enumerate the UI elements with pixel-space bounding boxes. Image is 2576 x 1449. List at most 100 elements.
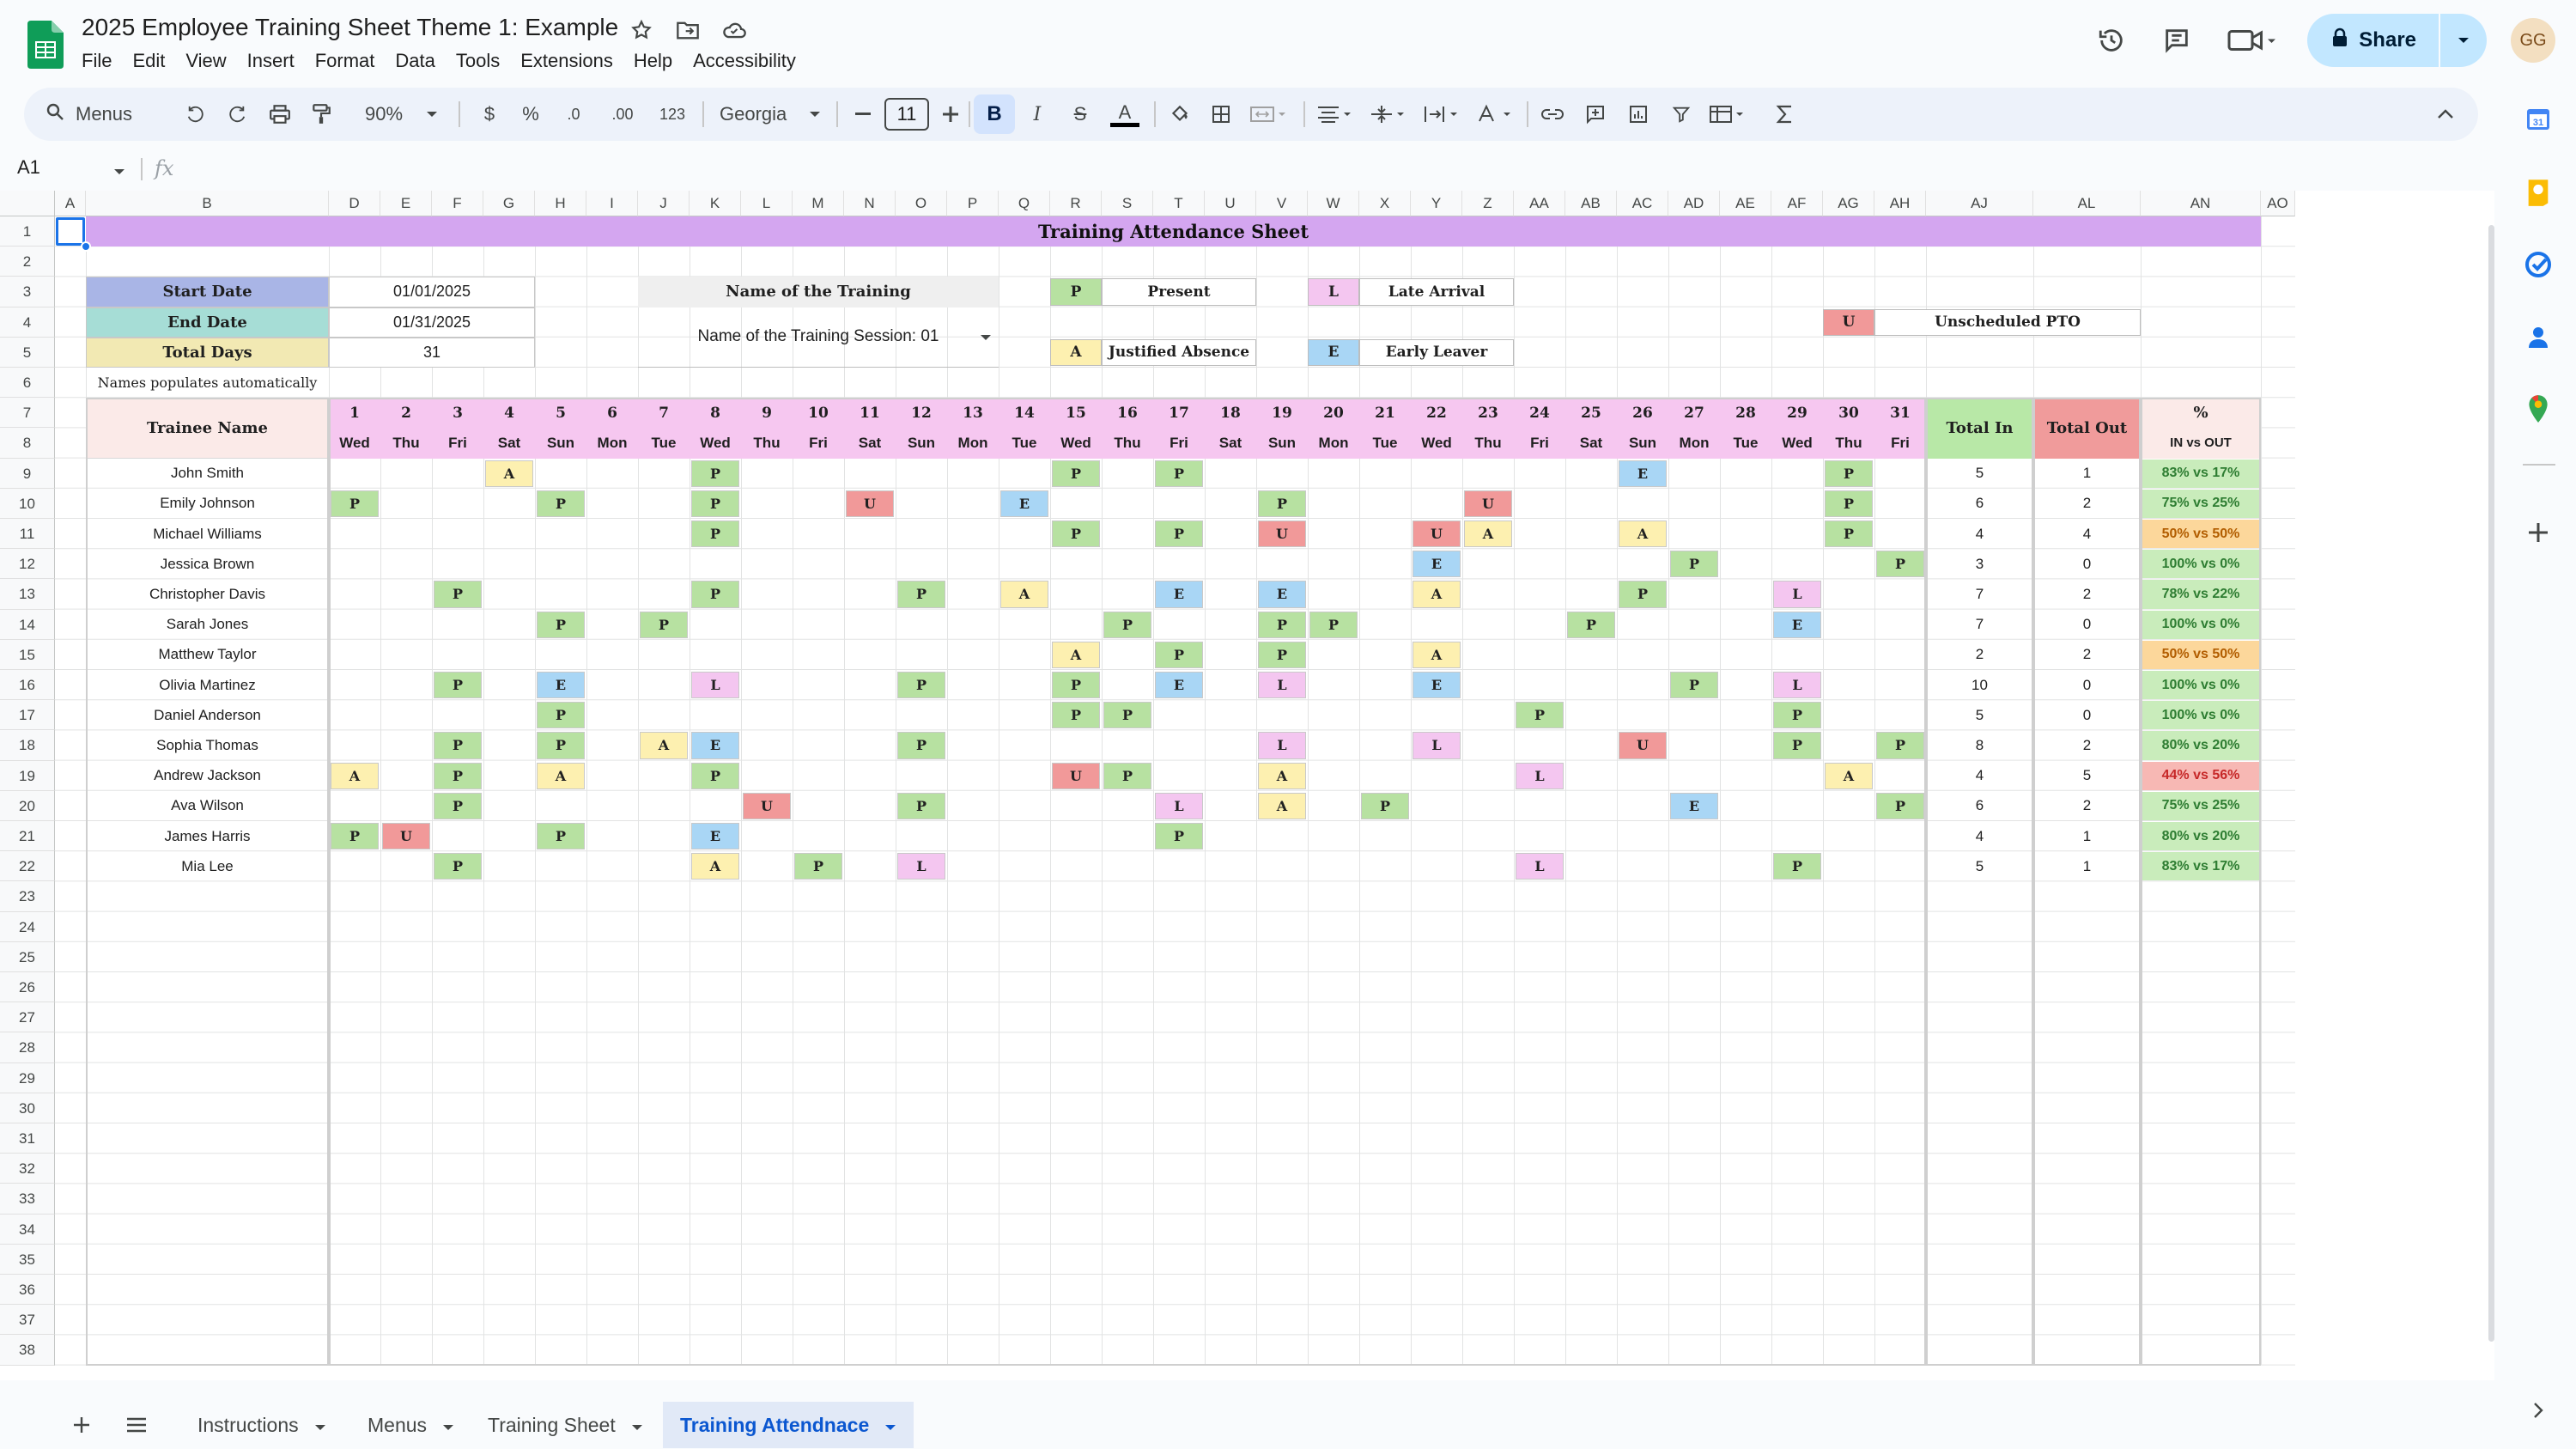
attendance-mark[interactable]: P [1361, 792, 1409, 819]
attendance-mark[interactable]: U [1464, 490, 1512, 517]
column-header[interactable]: AH [1874, 191, 1926, 216]
attendance-mark[interactable]: P [1103, 611, 1151, 638]
column-header[interactable]: J [638, 191, 690, 216]
menu-accessibility[interactable]: Accessibility [693, 50, 796, 71]
attendance-mark[interactable]: P [794, 853, 842, 880]
filter-icon[interactable] [1664, 97, 1698, 131]
trainee-name[interactable]: Olivia Martinez [159, 676, 256, 693]
trainee-name[interactable]: Ava Wilson [171, 797, 244, 814]
attendance-mark[interactable]: E [1155, 581, 1203, 608]
attendance-mark[interactable]: P [1825, 490, 1873, 517]
column-header[interactable]: V [1256, 191, 1308, 216]
attendance-mark[interactable]: P [537, 490, 585, 517]
text-rotation-icon[interactable] [1472, 97, 1520, 131]
attendance-mark[interactable]: P [1825, 460, 1873, 487]
row-header[interactable]: 11 [0, 519, 55, 550]
row-header[interactable]: 13 [0, 579, 55, 610]
attendance-mark[interactable]: P [1773, 853, 1821, 880]
vertical-scrollbar[interactable] [2488, 225, 2494, 1342]
column-header[interactable]: Q [999, 191, 1050, 216]
tab-training-sheet[interactable]: Training Sheet [471, 1402, 660, 1448]
attendance-mark[interactable]: E [1619, 460, 1667, 487]
row-header[interactable]: 24 [0, 911, 55, 942]
attendance-mark[interactable]: P [691, 521, 739, 548]
tab-training-attendance[interactable]: Training Attendnace [663, 1402, 914, 1448]
row-header[interactable]: 37 [0, 1305, 55, 1336]
zoom-select[interactable]: 90% [349, 97, 419, 131]
trainee-name[interactable]: Matthew Taylor [158, 646, 257, 663]
merge-cells-icon[interactable] [1245, 97, 1293, 131]
attendance-mark[interactable]: P [1876, 732, 1924, 759]
row-header[interactable]: 20 [0, 790, 55, 821]
attendance-mark[interactable]: U [1052, 762, 1100, 789]
attendance-mark[interactable]: P [1155, 823, 1203, 850]
trainee-name[interactable]: Michael Williams [153, 525, 262, 542]
column-header[interactable]: B [86, 191, 329, 216]
attendance-mark[interactable]: P [1155, 460, 1203, 487]
italic-button[interactable]: I [1033, 103, 1042, 125]
zoom-dropdown-icon[interactable] [419, 97, 445, 131]
attendance-mark[interactable]: P [691, 490, 739, 517]
trainee-name[interactable]: Andrew Jackson [154, 767, 261, 784]
column-header[interactable]: AF [1771, 191, 1823, 216]
column-header[interactable]: D [329, 191, 380, 216]
horizontal-align-icon[interactable] [1312, 97, 1360, 131]
attendance-mark[interactable]: U [1258, 521, 1306, 548]
column-header[interactable]: AE [1720, 191, 1771, 216]
column-header[interactable]: T [1153, 191, 1205, 216]
attendance-mark[interactable]: P [1309, 611, 1358, 638]
column-header[interactable]: AO [2261, 191, 2295, 216]
attendance-mark[interactable]: U [846, 490, 894, 517]
document-title[interactable]: 2025 Employee Training Sheet Theme 1: Ex… [82, 14, 619, 40]
attendance-mark[interactable]: L [1258, 672, 1306, 699]
attendance-mark[interactable]: A [640, 732, 688, 759]
row-header[interactable]: 14 [0, 609, 55, 640]
row-header[interactable]: 6 [0, 368, 55, 399]
row-header[interactable]: 10 [0, 488, 55, 519]
attendance-mark[interactable]: A [331, 762, 379, 789]
insert-comment-icon[interactable] [1578, 97, 1613, 131]
functions-icon[interactable] [1767, 97, 1801, 131]
row-header[interactable]: 16 [0, 670, 55, 701]
attendance-mark[interactable]: L [1516, 762, 1564, 789]
attendance-mark[interactable]: P [691, 460, 739, 487]
row-header[interactable]: 35 [0, 1244, 55, 1275]
share-button[interactable]: Share [2307, 14, 2487, 67]
attendance-mark[interactable]: U [1619, 732, 1667, 759]
currency-format-button[interactable]: $ [483, 103, 495, 125]
calendar-icon[interactable]: 31 [2521, 101, 2555, 136]
attendance-mark[interactable]: P [897, 581, 945, 608]
attendance-mark[interactable]: E [1670, 792, 1718, 819]
sheets-logo-icon[interactable] [27, 21, 64, 69]
row-header[interactable]: 25 [0, 941, 55, 972]
attendance-mark[interactable]: P [1258, 490, 1306, 517]
attendance-mark[interactable]: E [691, 823, 739, 850]
column-header[interactable]: R [1050, 191, 1102, 216]
column-header[interactable]: G [483, 191, 535, 216]
name-box[interactable]: A1 [17, 156, 40, 178]
attendance-mark[interactable]: E [1413, 551, 1461, 578]
tab-dropdown-icon[interactable] [631, 1414, 643, 1437]
attendance-mark[interactable]: P [1052, 460, 1100, 487]
name-box-dropdown-icon[interactable] [113, 165, 125, 180]
column-header[interactable]: A [55, 191, 86, 216]
attendance-mark[interactable]: U [382, 823, 430, 850]
attendance-mark[interactable]: L [1413, 732, 1461, 759]
attendance-mark[interactable]: P [434, 853, 482, 880]
increase-decimal-button[interactable]: .00 [611, 105, 634, 123]
attendance-mark[interactable]: E [691, 732, 739, 759]
row-header[interactable]: 17 [0, 700, 55, 731]
print-icon[interactable] [263, 97, 297, 131]
number-format-button[interactable]: 123 [659, 105, 686, 123]
menus-search-button[interactable]: Menus [33, 94, 191, 134]
menu-extensions[interactable]: Extensions [520, 50, 613, 71]
vertical-align-icon[interactable] [1365, 97, 1413, 131]
attendance-mark[interactable]: P [1670, 551, 1718, 578]
attendance-mark[interactable]: A [1258, 762, 1306, 789]
column-header[interactable]: Y [1411, 191, 1462, 216]
attendance-mark[interactable]: L [897, 853, 945, 880]
attendance-mark[interactable]: P [537, 702, 585, 729]
menu-edit[interactable]: Edit [132, 50, 166, 71]
attendance-mark[interactable]: A [1000, 581, 1048, 608]
add-addon-icon[interactable] [2521, 515, 2555, 550]
